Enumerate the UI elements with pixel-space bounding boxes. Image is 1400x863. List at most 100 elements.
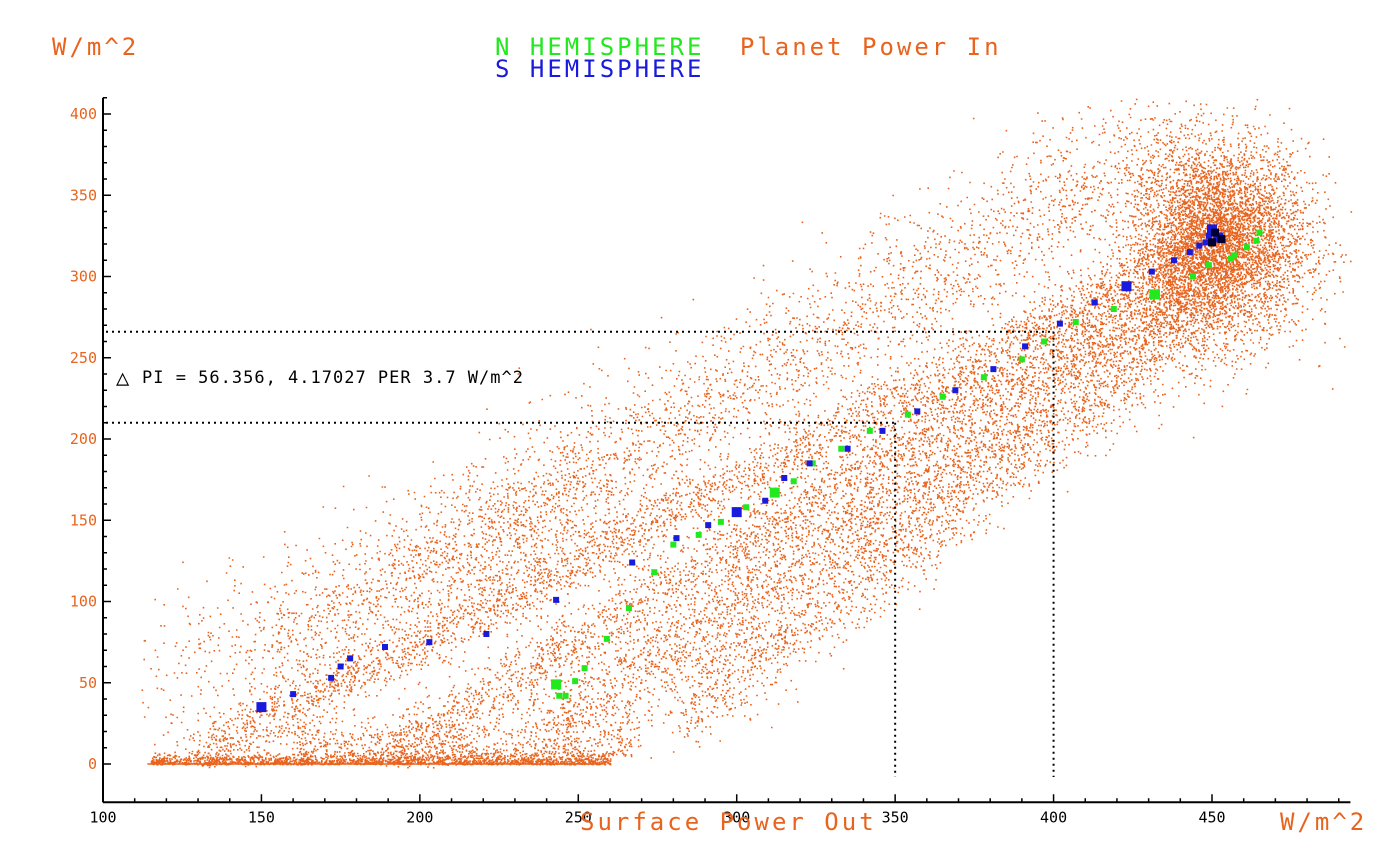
n-hemisphere-point [939, 393, 946, 400]
x-tick-label: 100 [89, 808, 116, 826]
n-hemisphere-point [1253, 237, 1260, 244]
s-hemisphere-point [1186, 249, 1193, 256]
annotation: △ PI = 56.356, 4.17027 PER 3.7 W/m^2 [116, 366, 524, 391]
x-tick-label: 400 [1040, 808, 1067, 826]
x-axis-label: Surface Power Out [580, 808, 877, 836]
n-hemisphere-point [562, 692, 569, 699]
s-hemisphere-point [1196, 242, 1203, 249]
s-hemisphere-point [762, 497, 769, 504]
s-hemisphere-point [781, 475, 788, 481]
n-hemisphere-point [695, 531, 702, 538]
n-hemisphere-point [581, 665, 588, 672]
n-hemisphere-point [556, 692, 563, 699]
y-tick-label: 300 [70, 268, 97, 286]
s-hemisphere-point [553, 596, 560, 603]
n-hemisphere-point [866, 427, 873, 434]
n-hemisphere-point [1149, 289, 1160, 300]
s-hemisphere-point [290, 691, 297, 698]
s-hemisphere-point [1022, 343, 1029, 350]
y-tick-label: 350 [70, 186, 97, 204]
n-hemisphere-point [838, 445, 845, 452]
n-hemisphere-point [790, 478, 797, 485]
n-hemisphere-point [1231, 252, 1238, 259]
s-hemisphere-point [337, 663, 344, 670]
n-hemisphere-point [551, 679, 562, 690]
chart-title: N HEMISPHERE Planet Power In [495, 33, 1002, 61]
s-hemisphere-point [1148, 268, 1155, 275]
s-hemisphere-point [256, 702, 267, 713]
axes [102, 97, 1351, 804]
n-hemisphere-point [1018, 356, 1025, 363]
y-tick-label: 400 [70, 105, 97, 123]
tick-labels: 0 50 100 150 200 250 300 350 400 100 150 200 250 300 3… [70, 105, 1226, 826]
n-hemisphere-point [603, 635, 610, 642]
y-tick-label: 100 [70, 593, 97, 611]
n-hemisphere-point [1041, 338, 1048, 345]
n-hemisphere-point [1072, 319, 1079, 325]
s-hemisphere-point [914, 408, 921, 415]
overlap-point [1217, 235, 1226, 244]
guide-lines [106, 330, 1055, 777]
n-hemisphere-point [1256, 229, 1263, 236]
x-tick-label: 350 [882, 808, 909, 826]
n-hemisphere-point [1243, 244, 1250, 251]
s-hemisphere-point [1091, 299, 1098, 306]
y-tick-label: 250 [70, 349, 97, 367]
n-hemisphere-point [670, 541, 677, 548]
n-hemisphere-point [904, 411, 911, 418]
overlap-point [1211, 228, 1220, 237]
x-tick-label: 250 [565, 808, 592, 826]
delta-icon: △ [116, 366, 130, 391]
n-hemisphere-point [625, 605, 632, 611]
n-hemisphere-point [717, 518, 724, 525]
s-hemisphere-point [382, 644, 389, 650]
n-hemisphere-point [809, 460, 816, 467]
y-tick-label: 200 [70, 430, 97, 448]
s-hemisphere-point [1205, 232, 1212, 239]
y-unit-label: W/m^2 [52, 33, 139, 61]
s-hemisphere-point [1056, 320, 1063, 327]
x-tick-label: 450 [1198, 808, 1225, 826]
y-tick-label: 150 [70, 511, 97, 529]
scatter-cloud [141, 98, 1353, 769]
s-hemisphere-point [952, 387, 959, 394]
s-hemisphere-point [483, 631, 490, 637]
s-hemisphere-point [844, 445, 851, 452]
series-markers [256, 224, 1263, 713]
y-tick-label: 0 [88, 755, 97, 773]
overlap-point [1208, 238, 1216, 247]
n-hemisphere-point [1228, 255, 1235, 262]
n-hemisphere-point [980, 374, 987, 381]
s-hemisphere-point [1202, 239, 1209, 246]
s-hemisphere-point [731, 507, 742, 518]
background-scatter-cloud [141, 98, 1353, 769]
n-hemisphere-point [769, 487, 780, 498]
n-hemisphere-point [743, 504, 750, 511]
s-hemisphere-point [806, 460, 813, 467]
s-hemisphere-point [629, 559, 636, 566]
s-hemisphere-point [426, 639, 433, 646]
n-hemisphere-point [572, 678, 579, 685]
n-hemisphere-point [1110, 306, 1117, 312]
s-hemisphere-point [1121, 281, 1132, 292]
title-s-hemisphere: S HEMISPHERE [495, 55, 704, 83]
annotation-text: PI = 56.356, 4.17027 PER 3.7 W/m^2 [142, 368, 524, 388]
s-hemisphere-point [705, 522, 712, 529]
x-tick-label: 150 [248, 808, 275, 826]
x-unit-label: W/m^2 [1280, 808, 1367, 836]
s-hemisphere-point [879, 427, 886, 434]
x-tick-label: 300 [723, 808, 750, 826]
s-hemisphere-point [328, 674, 335, 681]
y-tick-label: 50 [79, 674, 97, 692]
n-hemisphere-point [1205, 262, 1212, 269]
n-hemisphere-point [651, 569, 658, 576]
s-hemisphere-point [347, 655, 354, 662]
s-hemisphere-point [1170, 257, 1177, 264]
n-hemisphere-point [1189, 273, 1196, 280]
title-planet-power-in: Planet Power In [740, 33, 1002, 61]
s-hemisphere-point [990, 366, 997, 373]
s-hemisphere-point [673, 535, 680, 542]
title-n-hemisphere: N HEMISPHERE [495, 33, 704, 61]
x-tick-label: 200 [406, 808, 433, 826]
